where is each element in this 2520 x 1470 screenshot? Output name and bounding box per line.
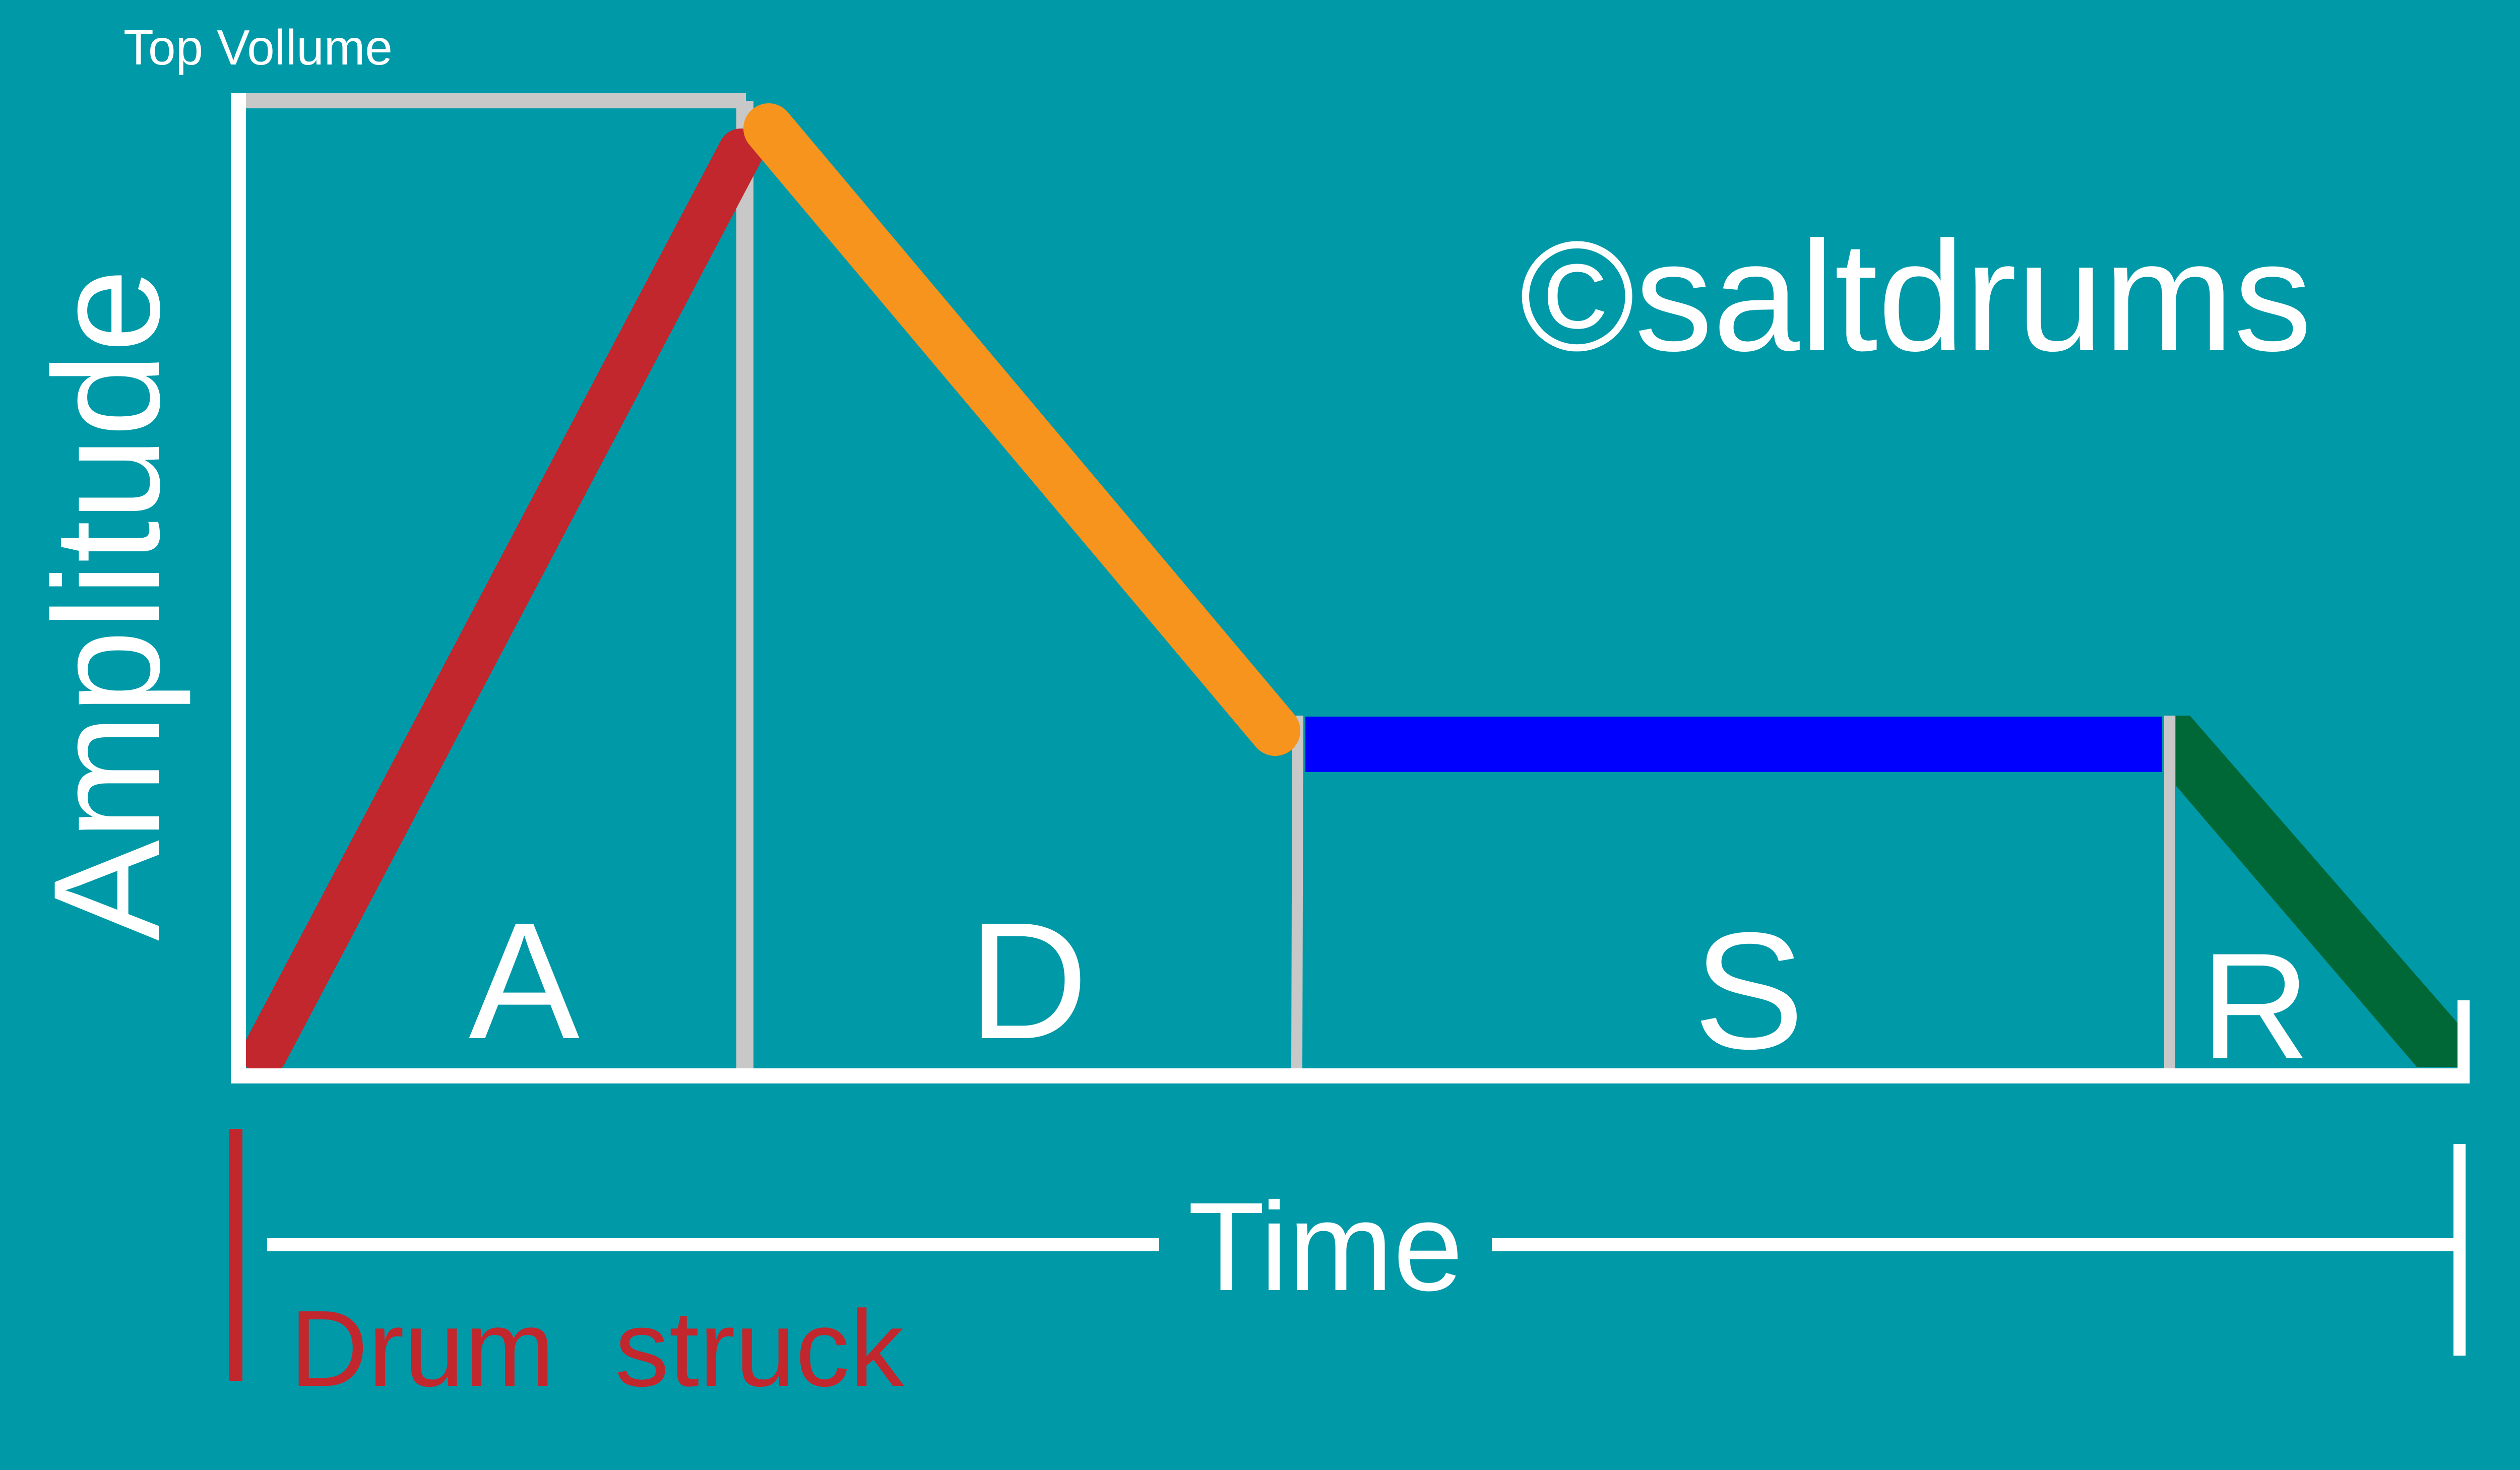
- top-volume-label: Top Vollume: [123, 20, 393, 75]
- decay-sustain-divider: [1291, 715, 1303, 1069]
- decay-segment: [743, 103, 1300, 756]
- release-segment: [2176, 716, 2462, 1067]
- attack-segment: [242, 129, 764, 1076]
- phase-letter-attack: A: [469, 887, 581, 1073]
- phase-letter-decay: D: [968, 887, 1088, 1073]
- phase-letter-sustain: S: [1693, 898, 1804, 1083]
- phase-letter-release: R: [2201, 921, 2310, 1091]
- amplitude-label: Amplitude: [22, 269, 192, 941]
- watermark-text: ©saltdrums: [1520, 209, 2312, 384]
- drum-struck-label: Drum struck: [290, 1288, 904, 1409]
- time-label: Time: [1188, 1176, 1463, 1317]
